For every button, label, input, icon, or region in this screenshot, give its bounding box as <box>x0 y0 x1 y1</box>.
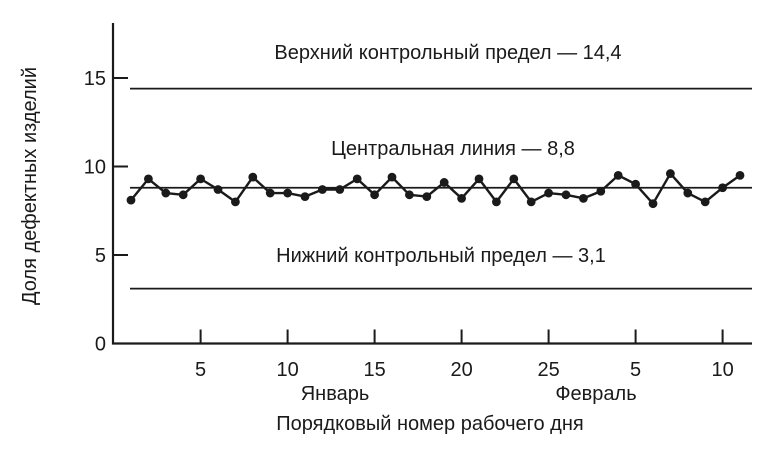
data-point <box>283 188 292 198</box>
data-point <box>318 185 327 194</box>
data-point <box>509 174 519 184</box>
month-label-february: Февраль <box>555 383 637 405</box>
upper-control-limit-label: Верхний контрольный предел — 14,4 <box>274 42 622 64</box>
data-point <box>144 174 153 184</box>
x-tick-label: 20 <box>450 359 472 381</box>
data-point <box>300 192 310 201</box>
data-point <box>492 197 501 207</box>
data-point <box>370 190 379 200</box>
x-tick-label: 5 <box>195 359 206 381</box>
data-point <box>335 185 345 194</box>
data-point <box>544 188 553 198</box>
x-tick-label: 15 <box>363 359 385 381</box>
y-tick-label: 15 <box>84 68 106 90</box>
x-axis-title: Порядковый номер рабочего дня <box>276 413 584 435</box>
data-point <box>700 197 710 207</box>
data-point <box>631 179 640 189</box>
data-point <box>405 190 414 200</box>
x-tick-label: 10 <box>276 359 298 381</box>
y-tick-label: 10 <box>84 157 106 179</box>
x-tick-label: 5 <box>630 359 641 381</box>
data-point <box>718 183 727 193</box>
data-point <box>474 174 484 184</box>
data-point <box>735 170 745 180</box>
month-label-january: Январь <box>300 383 370 405</box>
data-point <box>439 178 449 187</box>
data-point <box>248 172 258 182</box>
data-point <box>596 186 606 196</box>
data-point <box>126 195 136 205</box>
data-point <box>683 188 693 198</box>
data-point <box>648 199 658 209</box>
data-point <box>161 188 171 198</box>
data-point <box>352 174 362 184</box>
x-tick-label: 25 <box>537 359 559 381</box>
data-point <box>579 193 588 203</box>
y-axis-title: Доля дефектных изделий <box>19 66 41 306</box>
data-point <box>666 169 675 178</box>
y-tick-label: 5 <box>95 245 106 267</box>
center-line-label: Центральная линия — 8,8 <box>331 138 575 160</box>
data-point <box>213 185 223 194</box>
data-point <box>265 188 275 198</box>
x-tick-label: 10 <box>711 359 733 381</box>
data-point <box>387 172 397 182</box>
data-point <box>457 193 466 203</box>
data-point <box>178 190 188 200</box>
data-point <box>422 192 432 201</box>
data-point <box>613 170 623 180</box>
data-point <box>526 197 536 207</box>
y-tick-label: 0 <box>95 334 106 356</box>
data-point <box>196 174 206 184</box>
data-point <box>561 190 571 200</box>
lower-control-limit-label: Нижний контрольный предел — 3,1 <box>276 245 606 267</box>
data-point <box>231 197 240 207</box>
